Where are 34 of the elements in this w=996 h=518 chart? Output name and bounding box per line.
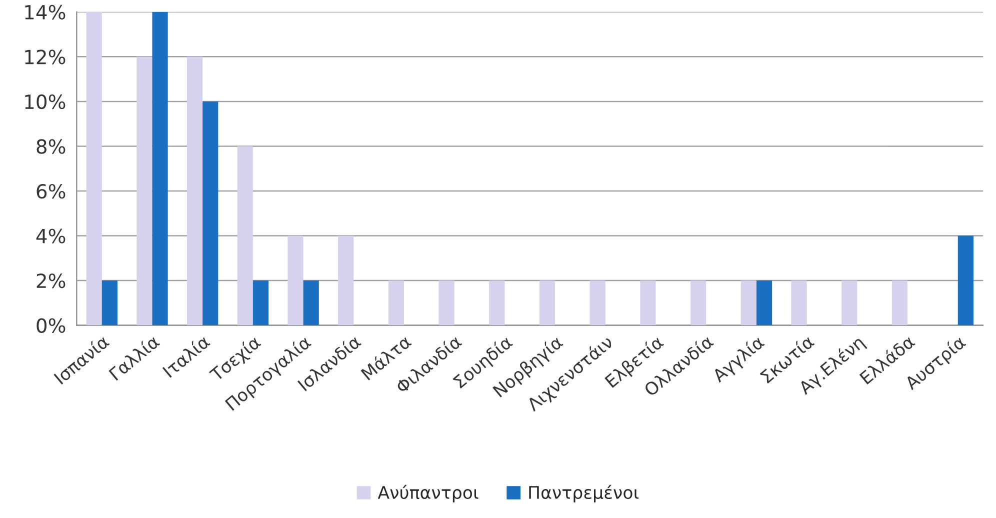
bar	[438, 280, 454, 326]
y-tick-label: 4%	[36, 228, 66, 244]
legend-label: Ανύπαντροι	[378, 484, 478, 502]
y-tick-label: 12%	[25, 50, 66, 64]
bar	[489, 280, 505, 326]
bar	[740, 280, 756, 326]
y-tick-label: 6%	[36, 184, 66, 199]
bar	[86, 12, 102, 326]
y-tick-label: 14%	[25, 4, 66, 20]
bar	[388, 280, 404, 326]
bar	[202, 101, 218, 326]
bar	[690, 280, 706, 326]
bar	[958, 236, 974, 326]
bar	[338, 236, 354, 326]
legend-label: Παντρεμένοι	[529, 484, 639, 502]
bar	[303, 280, 319, 326]
bar	[842, 280, 858, 326]
bar	[892, 280, 908, 326]
bar	[186, 56, 203, 326]
y-tick-label: 10%	[25, 94, 66, 110]
bar	[237, 146, 253, 326]
bar	[791, 280, 807, 326]
bar	[136, 56, 152, 326]
bar	[590, 280, 606, 326]
bar	[252, 280, 269, 326]
y-tick-label: 0%	[36, 318, 66, 333]
bar	[640, 280, 656, 326]
bar	[756, 280, 772, 326]
bar	[539, 280, 556, 326]
y-tick-label: 8%	[36, 139, 66, 154]
bar	[288, 236, 304, 326]
bar	[102, 280, 118, 326]
bar	[152, 12, 168, 326]
y-tick-label: 2%	[36, 273, 66, 288]
